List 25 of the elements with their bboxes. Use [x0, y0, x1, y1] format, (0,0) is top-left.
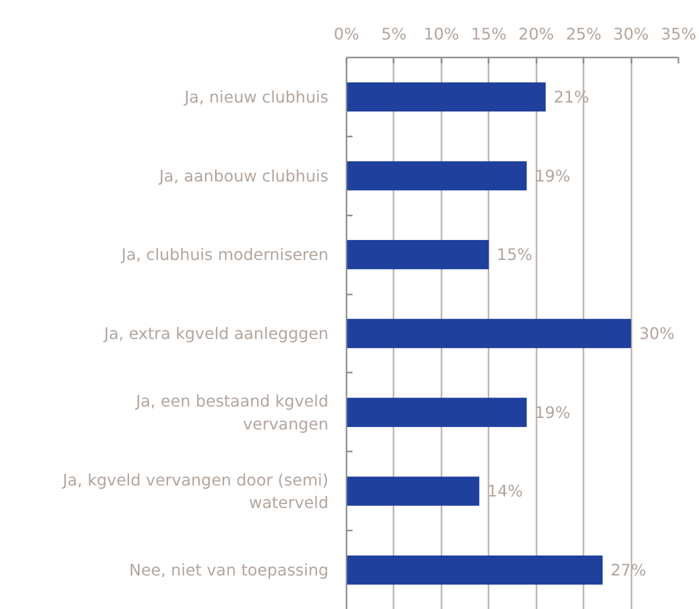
y-tick-label: Ja, clubhuis moderniseren: [120, 245, 328, 264]
y-tick-label: Ja, kgveld vervangen door (semi) waterveld: [62, 470, 329, 512]
y-tick-label: Ja, aanbouw clubhuis: [158, 166, 329, 186]
bar: [346, 318, 632, 348]
x-tick-label: 0%: [334, 24, 360, 44]
bar: [346, 161, 527, 190]
x-tick-label: 20%: [518, 24, 554, 44]
data-label: 30%: [639, 324, 675, 343]
bar: [346, 240, 489, 270]
x-tick-label: 10%: [424, 24, 460, 44]
bar: [346, 476, 480, 506]
data-label: 15%: [496, 245, 532, 264]
x-tick-label: 25%: [566, 24, 602, 44]
x-tick-label: 5%: [381, 24, 407, 44]
y-tick-label: Ja, nieuw clubhuis: [183, 87, 329, 106]
y-tick-label: Ja, extra kgveld aanlegggen: [103, 324, 329, 343]
y-tick-label: Nee, niet van toepassing: [129, 560, 329, 580]
bar: [346, 398, 527, 427]
x-tick-label: 35%: [660, 24, 696, 44]
data-label: 14%: [487, 482, 523, 501]
x-tick-label: 15%: [471, 24, 507, 44]
bar: [346, 555, 603, 585]
y-tick-label: Ja, een bestaand kgveld vervangen: [134, 391, 329, 434]
x-tick-label: 30%: [613, 24, 649, 44]
bar: [346, 82, 546, 112]
